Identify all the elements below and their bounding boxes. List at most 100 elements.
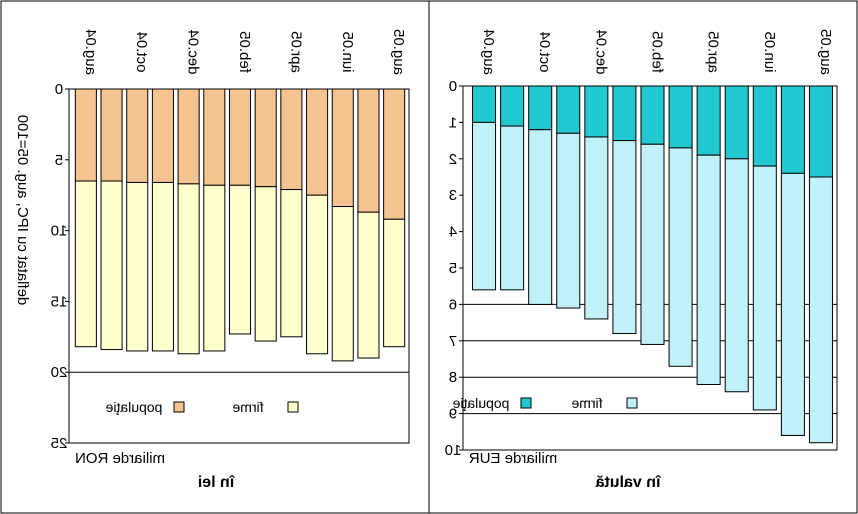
category-label: dec.04	[185, 29, 202, 74]
bar-firme	[280, 189, 303, 338]
y-tick-label: 10	[51, 223, 68, 240]
y-tick-label: 4	[449, 224, 457, 241]
bar-populatie	[724, 85, 749, 160]
category-label: dec.04	[592, 29, 609, 74]
bar-populatie	[126, 88, 149, 183]
bar-populatie	[228, 88, 252, 186]
y-axis-title: deflatat cu IPC, aug. 05=100	[14, 115, 31, 306]
bar-firme	[177, 183, 200, 355]
legend: populaţie firme	[105, 399, 299, 415]
bar-populatie	[357, 88, 380, 213]
legend-label: populaţie	[105, 399, 162, 415]
legend: populaţie firme	[452, 395, 638, 411]
bar-firme	[254, 186, 277, 342]
chart-title: în valută	[595, 474, 661, 491]
bar-populatie	[752, 85, 777, 167]
y-tick-label: 10	[445, 442, 462, 459]
category-label: oct.04	[536, 32, 553, 73]
y-tick-label: 5	[55, 152, 63, 169]
bar-firme	[100, 180, 123, 351]
category-label: apr.05	[287, 31, 304, 73]
legend-label: firme	[571, 395, 602, 411]
y-tick-label: 20	[51, 364, 68, 381]
y-tick-label: 5	[449, 260, 457, 277]
bar-firme	[528, 129, 553, 305]
bar-firme	[808, 176, 833, 444]
legend-swatch	[520, 397, 532, 409]
category-label: apr.05	[705, 31, 722, 73]
y-tick-label: 9	[449, 406, 457, 423]
y-tick-label: 15	[51, 293, 68, 310]
y-tick-label: 0	[55, 81, 63, 98]
bar-firme	[383, 218, 406, 348]
bar-firme	[203, 184, 226, 352]
legend-swatch	[626, 397, 638, 409]
bar-firme	[584, 136, 609, 320]
chart-panel-lei: 0 5 10 15 20 25 aug.04 oct.04 dec.04 feb.05 apr.05…	[14, 29, 410, 491]
bar-firme	[228, 184, 252, 335]
bar-firme	[780, 172, 805, 436]
y-tick-label: 1	[449, 114, 457, 131]
bar-populatie	[280, 88, 303, 191]
bar-populatie	[528, 85, 553, 131]
bar-firme	[640, 143, 665, 345]
bar-firme	[306, 194, 329, 355]
bar-firme	[500, 125, 525, 291]
bar-populatie	[668, 85, 693, 149]
category-label: aug.04	[480, 29, 497, 75]
bar-populatie	[331, 88, 354, 208]
bar-populatie	[383, 88, 406, 220]
y-tick-label: 25	[51, 435, 68, 452]
bar-populatie	[808, 85, 833, 178]
category-label: aug.04	[82, 29, 99, 75]
unit-label: miliarde RON	[75, 450, 165, 467]
bar-firme	[331, 206, 354, 362]
category-label: oct.04	[133, 32, 150, 73]
unit-label: miliarde EUR	[469, 450, 558, 467]
category-label: iun.05	[761, 32, 778, 73]
bar-populatie	[203, 88, 226, 186]
bar-populatie	[500, 85, 525, 127]
bar-firme	[696, 154, 721, 385]
y-tick-label: 3	[449, 187, 457, 204]
bar-firme	[357, 211, 380, 359]
y-tick-label: 7	[449, 333, 457, 350]
y-tick-label: 6	[449, 296, 457, 313]
bar-populatie	[556, 85, 581, 134]
y-tick-label: 0	[449, 78, 457, 95]
bar-populatie	[640, 85, 665, 145]
legend-label: populaţie	[452, 395, 509, 411]
legend-swatch	[287, 401, 299, 413]
y-tick-label: 8	[449, 369, 457, 386]
bar-firme	[724, 158, 749, 393]
chart-panel-valuta: 0 1 2 3 4 5 6 7 8 9 10 aug.04 oct.04 dec.04 feb.05 apr.…	[445, 29, 838, 491]
bar-populatie	[177, 88, 200, 185]
y-tick-label: 2	[449, 151, 457, 168]
category-label: aug.05	[817, 29, 834, 75]
bar-populatie	[254, 88, 277, 188]
bar-populatie	[584, 85, 609, 138]
bar-firme	[668, 147, 693, 367]
bar-firme	[126, 181, 149, 352]
bar-populatie	[306, 88, 329, 196]
category-label: iun.05	[339, 32, 356, 73]
bar-populatie	[780, 85, 805, 174]
category-label: feb.05	[236, 31, 253, 73]
bar-firme	[752, 165, 777, 411]
bar-populatie	[472, 85, 497, 123]
bar-firme	[612, 140, 637, 335]
bar-populatie	[151, 88, 174, 183]
chart-title: în lei	[198, 474, 235, 491]
bar-firme	[472, 121, 497, 291]
bar-firme	[556, 132, 581, 309]
bar-populatie	[696, 85, 721, 156]
bar-firme	[151, 181, 174, 352]
bar-populatie	[100, 88, 123, 182]
legend-swatch	[173, 401, 185, 413]
bar-firme	[74, 180, 97, 348]
legend-label: firme	[232, 399, 263, 415]
bar-populatie	[74, 88, 97, 182]
category-label: feb.05	[649, 31, 666, 73]
